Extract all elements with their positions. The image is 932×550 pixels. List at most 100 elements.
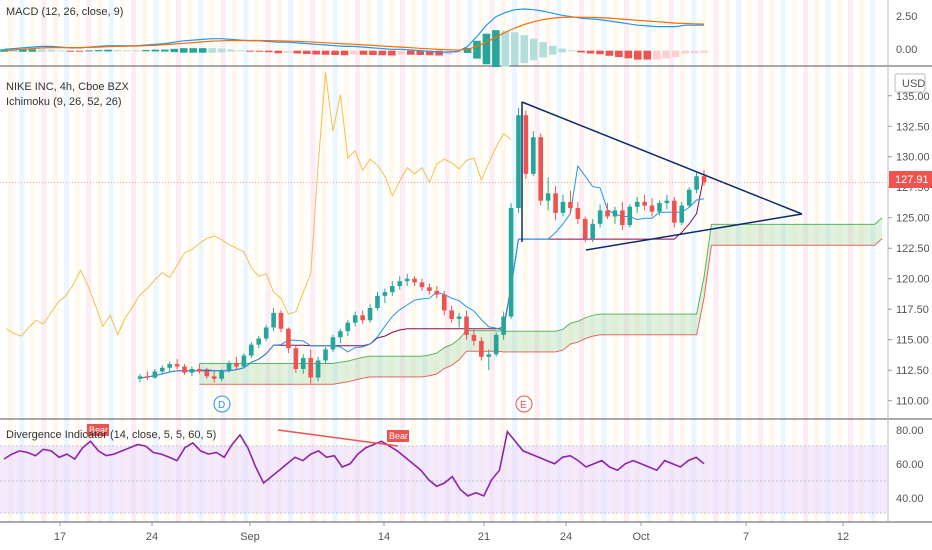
session-stripe (601, 0, 607, 522)
macd-histogram-bar (331, 50, 339, 56)
price-tick-label: 110.00 (896, 396, 929, 408)
macd-histogram-bar (388, 50, 396, 56)
time-tick-label: 21 (478, 531, 490, 543)
candle-body (308, 358, 313, 378)
candle-body (605, 210, 610, 217)
macd-histogram-bar (520, 35, 529, 64)
session-stripe (75, 0, 81, 522)
candle-body (464, 316, 469, 335)
triangle-lower-trendline[interactable] (585, 213, 803, 251)
macd-histogram-bar (208, 48, 216, 53)
session-stripe (164, 0, 170, 522)
session-stripe (299, 0, 305, 522)
candle-body (263, 327, 269, 339)
candle-body (226, 362, 232, 371)
macd-histogram-bar (227, 49, 235, 52)
candle-body (649, 205, 655, 212)
macd-histogram-bar (28, 49, 37, 52)
ichimoku-span-a (199, 217, 883, 364)
candle-body (531, 137, 536, 174)
ichimoku-lagging-span (6, 72, 512, 337)
macd-histogram-bar (66, 50, 74, 52)
session-stripe (568, 0, 573, 522)
macd-histogram-bar (596, 50, 604, 55)
macd-histogram-bar (369, 50, 377, 56)
session-stripe (41, 0, 47, 522)
macd-histogram-bar (359, 50, 368, 55)
macd-histogram-bar (104, 49, 112, 52)
session-stripe (792, 0, 797, 522)
macd-histogram-bar (47, 49, 56, 52)
macd-histogram-bar (690, 50, 699, 54)
macd-histogram-bar (643, 50, 652, 60)
candle-body (256, 338, 262, 345)
macd-histogram-bar (539, 42, 547, 58)
time-axis: 17 24 Sep 14 21 24 Oct 7 12 (54, 522, 849, 543)
candle-body (197, 368, 202, 372)
price-tick-label: 125.00 (896, 213, 930, 225)
session-stripe (814, 0, 820, 522)
macd-tick-label: 0.00 (896, 44, 917, 56)
bear-label: Bear (389, 431, 408, 441)
time-tick-label: 24 (560, 531, 572, 543)
candle-body (627, 206, 633, 226)
macd-histogram-bar (255, 50, 264, 52)
currency-badge-label: USD (902, 78, 925, 90)
macd-histogram-bar (577, 50, 585, 53)
session-stripe (456, 0, 461, 522)
session-stripe (523, 0, 529, 522)
session-stripe (232, 0, 237, 522)
event-marker-d[interactable] (213, 395, 231, 413)
price-tick-label: 122.50 (896, 243, 930, 255)
event-marker-e-label: E (520, 400, 527, 411)
time-tick-label: 7 (743, 531, 749, 543)
rsi-tick-label: 60.00 (896, 459, 924, 471)
triangle-upper-trendline[interactable] (521, 101, 803, 215)
macd-histogram-bar (151, 49, 160, 52)
event-marker-e[interactable] (515, 395, 533, 413)
candle-body (345, 322, 351, 332)
candle-body (620, 210, 625, 226)
currency-badge[interactable] (894, 73, 926, 93)
candle-body (397, 281, 403, 287)
time-tick-label: 24 (146, 531, 158, 543)
candle-body (427, 287, 432, 291)
candle-body (553, 193, 558, 213)
session-stripe (97, 0, 103, 522)
ichimoku-cloud (199, 217, 883, 385)
candle-body (523, 115, 529, 174)
session-stripe (780, 0, 786, 522)
candle-body (508, 207, 514, 317)
macd-histogram-bar (681, 50, 689, 54)
macd-histogram-bar (340, 50, 349, 56)
candle-body (152, 371, 158, 378)
macd-histogram-bar (189, 48, 197, 53)
bear-label-box (87, 424, 109, 436)
session-background-stripes (8, 0, 876, 522)
macd-histogram-bar (56, 50, 65, 52)
macd-title: MACD (12, 26, close, 9) (6, 6, 123, 18)
candle-body (404, 278, 410, 282)
macd-histogram-bar (406, 50, 415, 55)
last-price-box (889, 171, 932, 188)
session-stripe (769, 0, 775, 522)
rsi-band (0, 446, 888, 513)
session-stripe (747, 0, 753, 522)
candle-body (486, 354, 492, 357)
session-stripe (321, 0, 327, 522)
macd-histogram-bar (624, 50, 633, 59)
time-tick-label: 12 (837, 531, 849, 543)
session-stripe (254, 0, 260, 522)
macd-histogram-bar (312, 50, 320, 55)
price-tick-label: 132.50 (896, 121, 930, 133)
candle-body (278, 312, 284, 329)
candle-body (597, 210, 603, 224)
candle-body (479, 340, 484, 357)
candle-body (360, 315, 365, 321)
macd-histogram-bar (605, 50, 614, 56)
session-stripe (131, 0, 137, 522)
macd-histogram-bar (179, 48, 188, 53)
session-stripe (657, 0, 663, 522)
macd-histogram-bar (75, 50, 84, 52)
